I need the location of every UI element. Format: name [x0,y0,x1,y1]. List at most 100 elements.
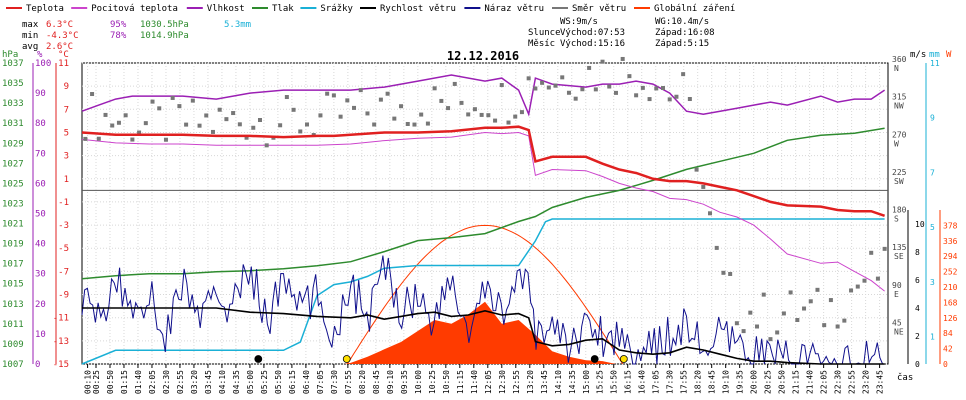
series-dir-point-40 [352,105,357,110]
stat-max-label: max [22,20,39,30]
series-dir-point-16 [190,98,195,103]
series-dir-point-39 [345,98,350,103]
tick-press-5: 1017 [2,260,24,270]
series-dir-point-63 [506,120,511,125]
tick-hum-3: 30 [35,270,46,280]
series-radiation-theoretical [346,224,624,365]
x-tick-label-56: 23:20 [862,370,871,394]
x-tick-label-48: 20:00 [750,370,759,394]
series-dir-point-94 [714,245,719,250]
stat-min-label: min [22,31,38,41]
x-tick-label-30: 12:30 [498,370,507,394]
stat-min-hum: 78% [110,31,127,41]
series-dir-point-105 [788,290,793,295]
tick-dir-3: 180 [892,206,907,215]
tick-hum-8: 80 [35,119,46,129]
series-dir-point-64 [513,114,518,119]
x-tick-label-32: 13:20 [526,370,535,394]
sun-moon-info: WS:9m/s WG:10.4m/s Slunce Východ:07:53 Z… [528,17,715,49]
tick-press-15: 1037 [2,59,24,69]
series-dir-point-47 [399,104,404,109]
tick-temp-9: 3 [64,152,69,162]
series-dir-point-29 [278,123,283,128]
x-tick-label-37: 15:25 [596,370,605,394]
tick-wind-2: 4 [915,304,920,313]
series-dir-point-71 [560,75,565,80]
tick-rain-4: 9 [930,114,935,123]
x-tick-label-29: 12:05 [484,370,493,394]
series-dir-point-68 [540,80,545,85]
marker-0 [342,355,351,363]
tick-hum-9: 90 [35,89,46,99]
series-dir-point-15 [184,122,189,127]
unit-ms: m/s [910,50,926,60]
series-dir-point-24 [244,135,249,140]
series-dir-point-95 [721,270,726,275]
series-dir-point-42 [365,111,370,116]
x-tick-label-57: 23:45 [876,370,885,394]
series-dir-point-45 [385,91,390,96]
tick-temp-0: -15 [53,360,69,370]
series-dir-point-17 [197,123,202,128]
x-tick-label-49: 20:25 [764,370,773,394]
unit-hpa: hPa [2,50,18,60]
tick-temp-7: -1 [58,198,69,208]
tick-temp-10: 5 [64,128,69,138]
x-tick-label-47: 19:35 [736,370,745,394]
x-tick-label-50: 20:50 [778,370,787,394]
tick-press-14: 1035 [2,79,24,89]
unit-pct: % [37,50,43,60]
x-tick-label-31: 12:55 [512,370,521,394]
series-dir-point-7 [130,137,135,142]
series-dir-point-116 [862,278,867,283]
tick-press-7: 1021 [2,220,24,230]
tick-press-2: 1011 [2,320,24,330]
x-tick-label-53: 22:05 [820,370,829,394]
series-dir-point-87 [667,97,672,102]
legend-label-4: Srážky [320,4,353,14]
tick-hum-4: 40 [35,240,46,250]
stat-avg-label: avg [22,42,38,52]
tick-rain-0: 1 [930,333,935,342]
tick-temp-8: 1 [64,175,69,185]
series-dir-point-14 [177,104,182,109]
x-tick-label-27: 11:15 [456,370,465,394]
x-tick-label-13: 05:25 [260,370,269,394]
tick-press-11: 1029 [2,139,24,149]
series-dir-point-66 [526,76,531,81]
tick-temp-6: -3 [58,221,69,231]
x-tick-label-36: 15:00 [582,370,591,394]
legend-label-5: Rychlost větru [380,4,456,14]
sun-set: Západ:16:08 [655,28,715,38]
series-dir-point-70 [553,83,558,88]
series-dir-point-84 [647,97,652,102]
x-tick-label-33: 13:45 [540,370,549,394]
x-tick-label-43: 17:55 [680,370,689,394]
series-rain [81,218,885,365]
tick-press-3: 1013 [2,300,24,310]
series-dir-point-54 [446,106,451,111]
series-dir-point-32 [298,129,303,134]
tick-temp-12: 9 [64,82,69,92]
legend-label-8: Globální záření [654,4,735,14]
stats-box: max 6.3°C 95% 1030.5hPa 5.3mm min -4.3°C… [22,20,251,52]
legend-label-2: Vlhkost [207,4,245,14]
unit-degc: °C [58,50,69,60]
tick-rain-3: 7 [930,168,935,177]
series-dir-point-83 [640,85,645,90]
series-dir-point-53 [439,98,444,103]
series-dir-point-107 [802,306,807,311]
series-dir-point-23 [237,122,242,127]
series-radiation-area [343,301,616,364]
series-dir-point-51 [425,121,430,126]
tick-rad-5: 210 [943,283,958,292]
series-dir-point-48 [405,121,410,126]
x-tick-label-22: 09:10 [386,370,395,394]
series-dir-point-37 [331,93,336,98]
x-tick-label-15: 06:15 [288,370,297,394]
series-dir-point-57 [466,112,471,117]
series-dir-point-77 [600,59,605,64]
x-tick-label-8: 03:20 [190,370,199,394]
series-dir-point-100 [755,324,760,329]
x-tick-label-44: 18:20 [694,370,703,394]
